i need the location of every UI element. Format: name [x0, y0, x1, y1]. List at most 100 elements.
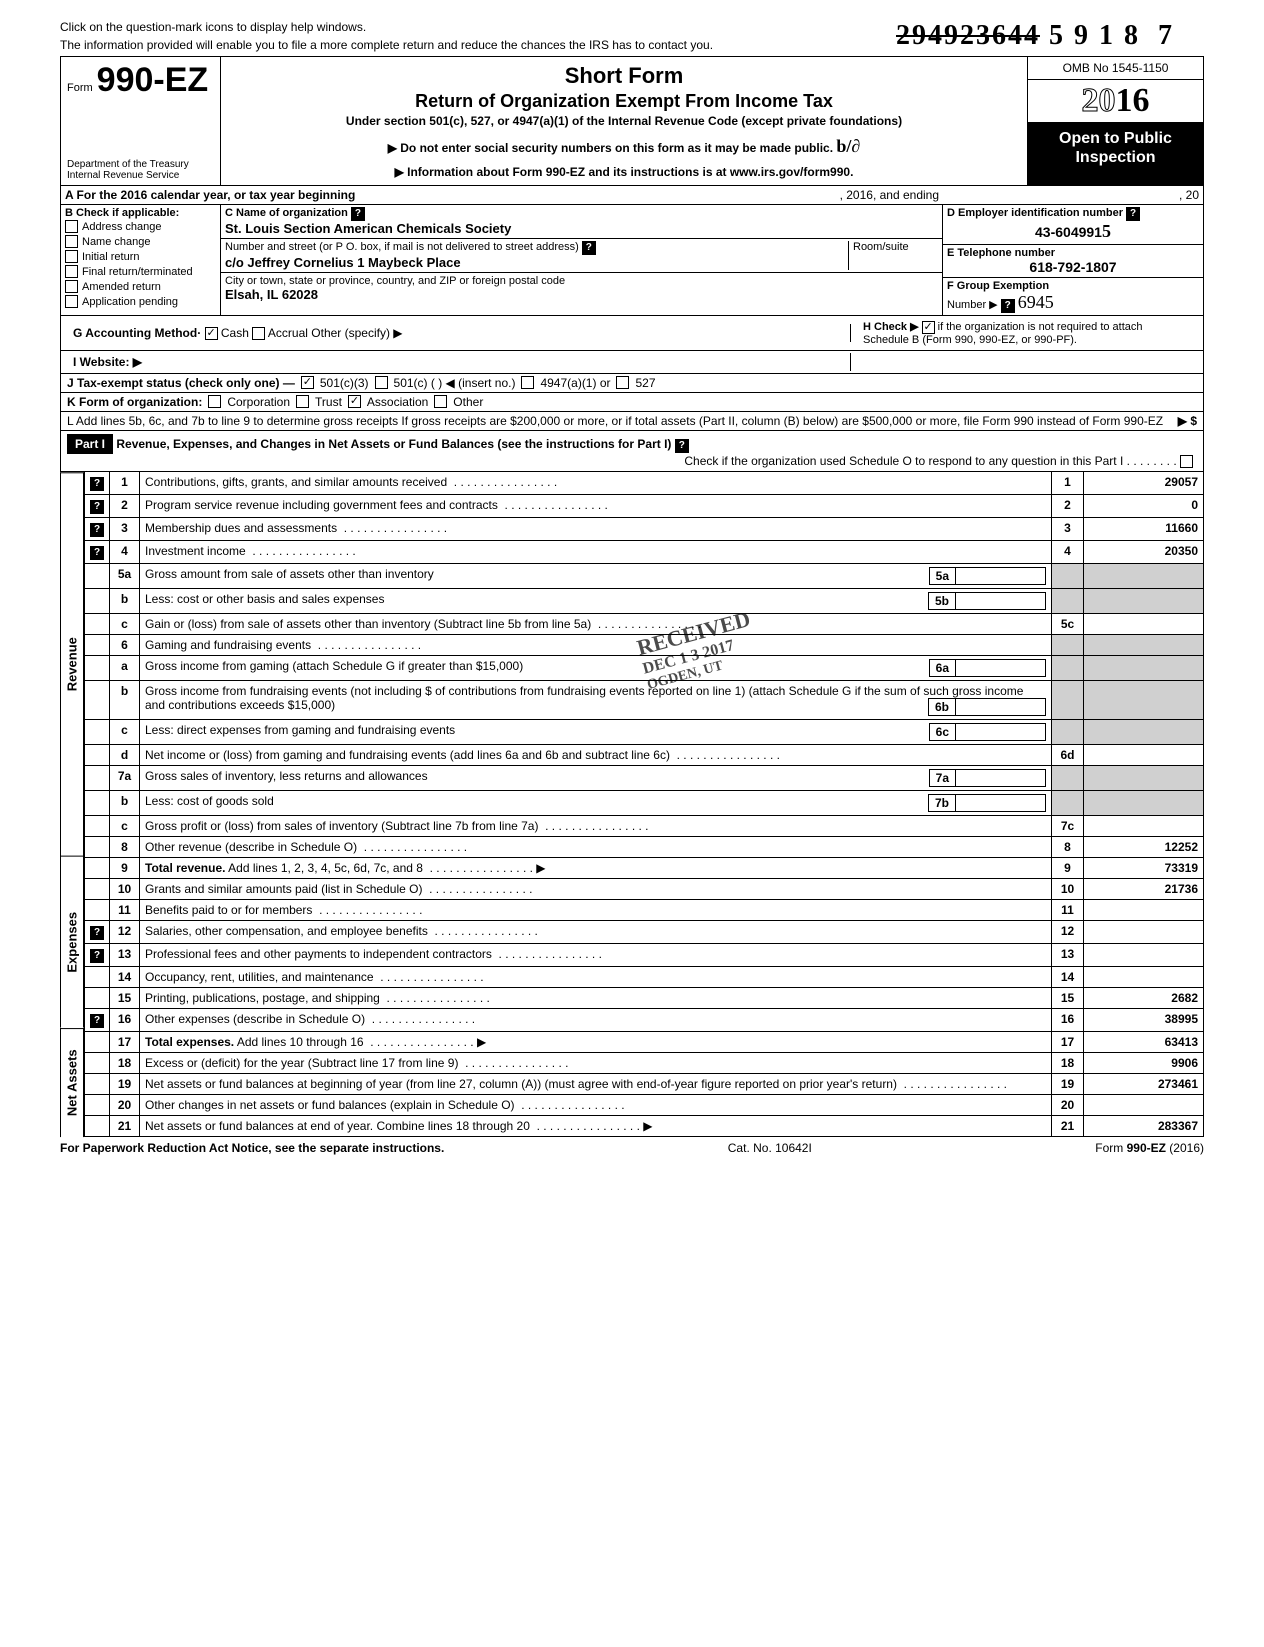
- line-desc: Less: direct expenses from gaming and fu…: [140, 719, 1052, 744]
- chk-4947[interactable]: [521, 376, 534, 389]
- chk-initial-return[interactable]: [65, 250, 78, 263]
- line-desc: Contributions, gifts, grants, and simila…: [140, 472, 1052, 495]
- line-number: 6: [110, 634, 140, 655]
- inner-box-value[interactable]: [956, 698, 1046, 716]
- row-h-cont: [857, 360, 1197, 364]
- help-icon[interactable]: ?: [90, 477, 104, 491]
- amount-shaded: [1084, 634, 1204, 655]
- line-number: 20: [110, 1094, 140, 1115]
- form-number: 990-EZ: [97, 61, 209, 100]
- box-number: 18: [1052, 1052, 1084, 1073]
- inner-box-value[interactable]: [956, 794, 1046, 812]
- line-desc: Total revenue. Add lines 1, 2, 3, 4, 5c,…: [140, 857, 1052, 878]
- chk-final-return[interactable]: [65, 265, 78, 278]
- line-number: c: [110, 815, 140, 836]
- line-number: b: [110, 790, 140, 815]
- title-return: Return of Organization Exempt From Incom…: [229, 91, 1019, 112]
- inner-box-value[interactable]: [956, 723, 1046, 741]
- line-row: 7aGross sales of inventory, less returns…: [85, 765, 1204, 790]
- group-exemption-val: 6945: [1018, 292, 1054, 312]
- help-icon[interactable]: ?: [90, 500, 104, 514]
- help-icon[interactable]: ?: [90, 926, 104, 940]
- chk-accrual[interactable]: [252, 327, 265, 340]
- chk-assoc[interactable]: [348, 395, 361, 408]
- row-a-mid: , 2016, and ending: [836, 186, 943, 204]
- box-number: 12: [1052, 920, 1084, 943]
- inner-box-value[interactable]: [956, 592, 1046, 610]
- part1-header-row: Part I Revenue, Expenses, and Changes in…: [60, 431, 1204, 472]
- inner-box-label: 7b: [928, 794, 956, 812]
- box-number: 5c: [1052, 613, 1084, 634]
- line-row: 21Net assets or fund balances at end of …: [85, 1115, 1204, 1136]
- chk-amended-return[interactable]: [65, 280, 78, 293]
- chk-trust[interactable]: [296, 395, 309, 408]
- line-number: a: [110, 655, 140, 680]
- chk-application-pending[interactable]: [65, 295, 78, 308]
- help-icon[interactable]: ?: [90, 546, 104, 560]
- line-desc: Investment income . . . . . . . . . . . …: [140, 540, 1052, 563]
- hand-bd: b/∂: [836, 136, 860, 156]
- line-desc: Program service revenue including govern…: [140, 494, 1052, 517]
- form-header: Form 990-EZ Department of the Treasury I…: [60, 56, 1204, 186]
- chk-address-change[interactable]: [65, 220, 78, 233]
- chk-other[interactable]: [434, 395, 447, 408]
- amount-value: [1084, 1094, 1204, 1115]
- row-l: L Add lines 5b, 6c, and 7b to line 9 to …: [60, 412, 1204, 431]
- box-shaded: [1052, 634, 1084, 655]
- line-number: 8: [110, 836, 140, 857]
- help-icon[interactable]: ?: [582, 241, 596, 255]
- footer-mid: Cat. No. 10642I: [728, 1141, 812, 1155]
- box-shaded: [1052, 790, 1084, 815]
- amount-value: 273461: [1084, 1073, 1204, 1094]
- side-net-assets: Net Assets: [60, 1028, 84, 1137]
- box-shaded: [1052, 563, 1084, 588]
- help-icon[interactable]: ?: [90, 1014, 104, 1028]
- line-row: 10Grants and similar amounts paid (list …: [85, 878, 1204, 899]
- help-icon[interactable]: ?: [90, 523, 104, 537]
- open-public: Open to PublicInspection: [1028, 123, 1203, 185]
- box-number: 16: [1052, 1008, 1084, 1031]
- inner-box-value[interactable]: [956, 769, 1046, 787]
- chk-501c[interactable]: [375, 376, 388, 389]
- chk-h[interactable]: [922, 321, 935, 334]
- chk-corp[interactable]: [208, 395, 221, 408]
- chk-527[interactable]: [616, 376, 629, 389]
- line-desc: Other revenue (describe in Schedule O) .…: [140, 836, 1052, 857]
- footer-right: Form 990-EZ (2016): [1095, 1141, 1204, 1155]
- help-icon[interactable]: ?: [1126, 207, 1140, 221]
- help-icon[interactable]: ?: [675, 439, 689, 453]
- help-icon[interactable]: ?: [351, 207, 365, 221]
- amount-value: 63413: [1084, 1031, 1204, 1052]
- line-desc: Less: cost or other basis and sales expe…: [140, 588, 1052, 613]
- footer: For Paperwork Reduction Act Notice, see …: [60, 1137, 1204, 1159]
- dept-treasury: Department of the Treasury: [67, 159, 214, 170]
- amount-shaded: [1084, 588, 1204, 613]
- addr-label: Number and street (or P O. box, if mail …: [225, 241, 579, 253]
- row-i: I Website: ▶: [67, 353, 851, 371]
- chk-schedule-o[interactable]: [1180, 455, 1193, 468]
- side-expenses: Expenses: [60, 856, 84, 1028]
- amount-value: 73319: [1084, 857, 1204, 878]
- box-number: 8: [1052, 836, 1084, 857]
- title-short-form: Short Form: [229, 63, 1019, 89]
- line-number: 11: [110, 899, 140, 920]
- box-number: 9: [1052, 857, 1084, 878]
- line-desc: Gaming and fundraising events . . . . . …: [140, 634, 1052, 655]
- line-number: c: [110, 719, 140, 744]
- dln-marks: 294923644 5 9 1 8 7: [896, 20, 1174, 52]
- line-number: 4: [110, 540, 140, 563]
- chk-501c3[interactable]: [301, 376, 314, 389]
- chk-name-change[interactable]: [65, 235, 78, 248]
- line-desc: Total expenses. Add lines 10 through 16 …: [140, 1031, 1052, 1052]
- inner-box-value[interactable]: [956, 659, 1046, 677]
- line-desc: Occupancy, rent, utilities, and maintena…: [140, 966, 1052, 987]
- line-desc: Gross amount from sale of assets other t…: [140, 563, 1052, 588]
- line-row: 19Net assets or fund balances at beginni…: [85, 1073, 1204, 1094]
- omb-number: OMB No 1545-1150: [1028, 57, 1203, 80]
- line-number: c: [110, 613, 140, 634]
- line-number: 2: [110, 494, 140, 517]
- chk-cash[interactable]: [205, 327, 218, 340]
- inner-box-value[interactable]: [956, 567, 1046, 585]
- help-icon[interactable]: ?: [1001, 299, 1015, 313]
- help-icon[interactable]: ?: [90, 949, 104, 963]
